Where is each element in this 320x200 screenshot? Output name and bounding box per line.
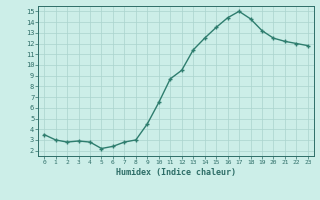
- X-axis label: Humidex (Indice chaleur): Humidex (Indice chaleur): [116, 168, 236, 177]
